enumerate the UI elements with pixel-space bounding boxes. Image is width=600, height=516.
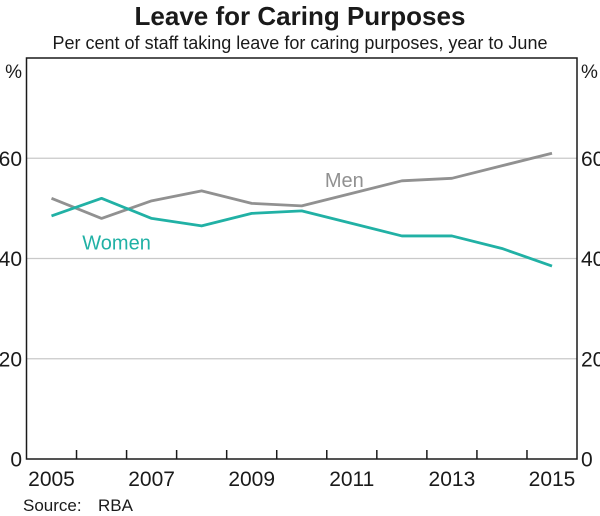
x-axis-label: 2015 bbox=[529, 468, 576, 491]
source-note: Source: RBA bbox=[23, 496, 133, 516]
source-label: Source: bbox=[23, 496, 82, 515]
source-value: RBA bbox=[98, 496, 133, 515]
y-axis-unit-right: % bbox=[581, 62, 598, 83]
chart-subtitle: Per cent of staff taking leave for carin… bbox=[52, 33, 548, 53]
y-axis-label-right: 40 bbox=[581, 248, 600, 271]
y-axis-label-right: 0 bbox=[581, 449, 593, 472]
y-axis-label-left: 60 bbox=[0, 148, 22, 171]
y-axis-label-right: 20 bbox=[581, 348, 600, 371]
series-line-women bbox=[51, 196, 553, 268]
y-axis-label-left: 20 bbox=[0, 348, 22, 371]
chart-title: Leave for Caring Purposes bbox=[134, 1, 466, 31]
y-axis-unit-left: % bbox=[5, 62, 22, 83]
x-axis-label: 2011 bbox=[329, 468, 374, 491]
series-label-women: Women bbox=[82, 232, 151, 254]
x-axis-label: 2007 bbox=[128, 468, 175, 491]
x-axis-label: 2005 bbox=[28, 468, 75, 491]
x-axis-label: 2013 bbox=[429, 468, 476, 491]
y-axis-label-left: 0 bbox=[10, 449, 22, 472]
series-line-men bbox=[50, 151, 553, 220]
plot-frame bbox=[25, 57, 578, 460]
series-label-men: Men bbox=[325, 170, 364, 192]
x-axis-label: 2009 bbox=[228, 468, 275, 491]
y-axis-label-left: 40 bbox=[0, 248, 22, 271]
y-axis-label-right: 60 bbox=[581, 148, 600, 171]
